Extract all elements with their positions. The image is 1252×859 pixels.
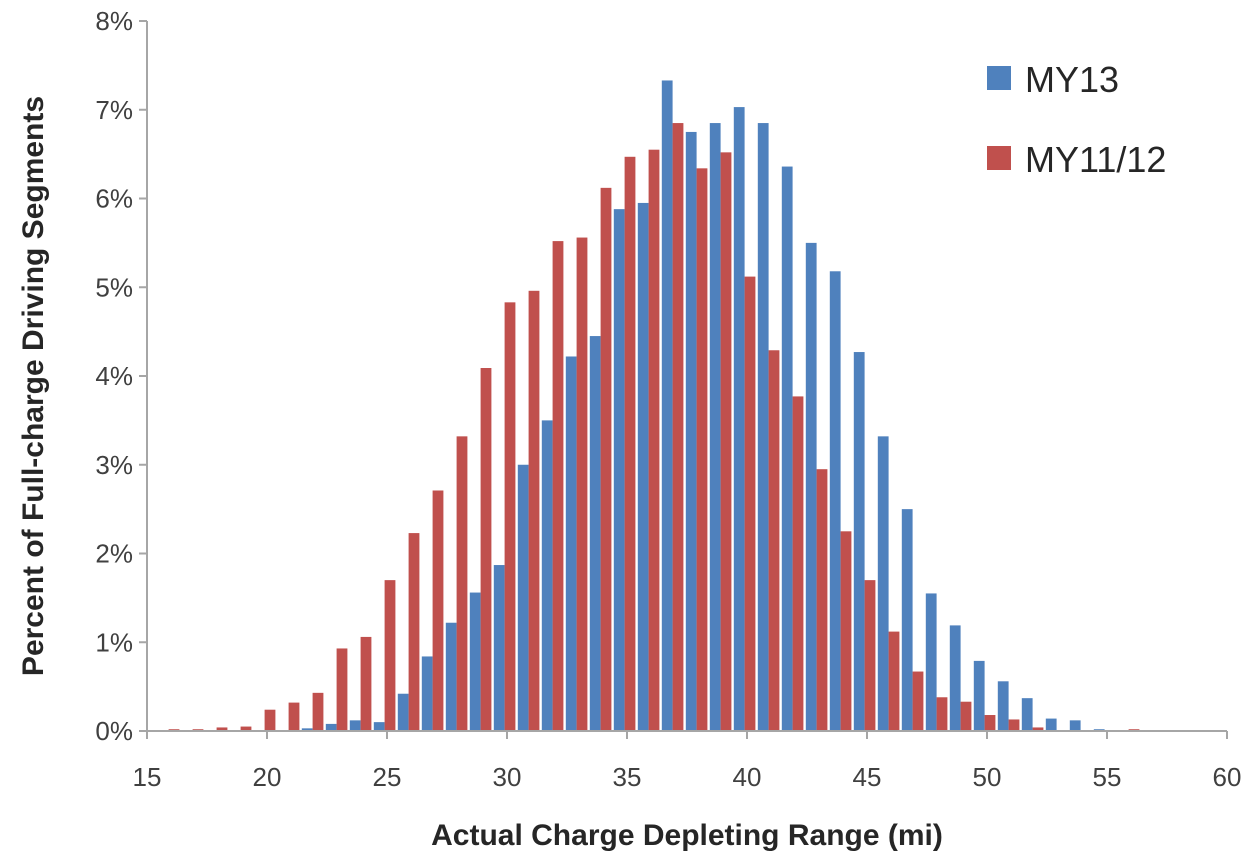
bar-my11-12-28 [457,436,468,731]
bar-my11-12-35 [625,157,636,731]
bar-my11-12-45 [865,580,876,731]
bar-my13-52 [1022,698,1033,731]
bar-my13-50 [974,661,985,731]
y-tick-label: 4% [95,361,133,391]
bar-my11-12-26 [409,533,420,731]
bar-my13-33 [566,356,577,731]
bar-my13-28 [446,623,457,731]
x-tick-label: 55 [1093,762,1122,792]
bar-my11-12-31 [529,291,540,731]
bar-my11-12-23 [337,648,348,731]
bar-my13-42 [782,167,793,731]
bar-my11-12-32 [553,241,564,731]
bar-my11-12-41 [769,350,780,731]
bar-my13-30 [494,565,505,731]
bar-my13-46 [878,436,889,731]
bar-my11-12-50 [985,715,996,731]
bar-my13-48 [926,593,937,731]
bar-my13-47 [902,509,913,731]
y-tick-label: 0% [95,716,133,746]
legend-swatch-my13 [987,66,1011,90]
y-tick-label: 1% [95,627,133,657]
bar-my13-39 [710,123,721,731]
x-tick-label: 25 [373,762,402,792]
bar-my13-53 [1046,719,1057,731]
bars-layer [169,80,1140,731]
x-tick-label: 40 [733,762,762,792]
y-tick-label: 8% [95,6,133,36]
bar-my11-12-25 [385,580,396,731]
bar-my11-12-34 [601,188,612,731]
x-tick-label: 60 [1213,762,1242,792]
y-tick-label: 7% [95,95,133,125]
bar-my11-12-40 [745,277,756,731]
bar-my11-12-51 [1009,719,1020,731]
bar-my11-12-29 [481,368,492,731]
bar-my13-51 [998,681,1009,731]
bar-my11-12-27 [433,490,444,731]
bar-my13-36 [638,203,649,731]
bar-my11-12-33 [577,238,588,731]
bar-my13-45 [854,352,865,731]
bar-my11-12-48 [937,697,948,731]
bar-my11-12-20 [265,710,276,731]
bar-my13-40 [734,107,745,731]
bar-my13-25 [374,722,385,731]
y-tick-label: 5% [95,272,133,302]
y-tick-label: 3% [95,450,133,480]
bar-my11-12-42 [793,396,804,731]
bar-my11-12-30 [505,302,516,731]
bar-my13-31 [518,465,529,731]
bar-my11-12-39 [721,152,732,731]
bar-my11-12-43 [817,469,828,731]
bar-my11-12-36 [649,150,660,731]
x-tick-label: 30 [493,762,522,792]
legend-swatch-my11-12 [987,146,1011,170]
bar-my13-44 [830,271,841,731]
bar-my11-12-24 [361,637,372,731]
x-tick-label: 20 [253,762,282,792]
bar-my11-12-21 [289,703,300,731]
legend-label-my13: MY13 [1025,59,1119,100]
x-tick-label: 50 [973,762,1002,792]
y-axis-title: Percent of Full-charge Driving Segments [17,96,50,676]
y-tick-label: 2% [95,539,133,569]
bar-my11-12-37 [673,123,684,731]
bar-my13-38 [686,132,697,731]
bar-my11-12-46 [889,632,900,731]
bar-my11-12-44 [841,531,852,731]
bar-my13-24 [350,720,361,731]
legend: MY13 MY11/12 [987,59,1166,180]
bar-my13-37 [662,80,673,731]
x-tick-label: 45 [853,762,882,792]
bar-my13-41 [758,123,769,731]
x-tick-label: 35 [613,762,642,792]
bar-my11-12-49 [961,702,972,731]
legend-label-my11-12: MY11/12 [1025,139,1166,180]
bar-my11-12-47 [913,672,924,731]
bar-my11-12-38 [697,168,708,731]
bar-my13-54 [1070,720,1081,731]
bar-my13-26 [398,694,409,731]
bar-my13-32 [542,420,553,731]
bar-my13-43 [806,243,817,731]
bar-my13-23 [326,724,337,731]
y-tick-label: 6% [95,184,133,214]
bar-my13-49 [950,625,961,731]
x-tick-label: 15 [133,762,162,792]
bar-my11-12-22 [313,693,324,731]
bar-my13-29 [470,593,481,731]
bar-my13-27 [422,656,433,731]
bar-my13-34 [590,336,601,731]
x-axis-title: Actual Charge Depleting Range (mi) [431,819,943,852]
bar-my13-35 [614,209,625,731]
